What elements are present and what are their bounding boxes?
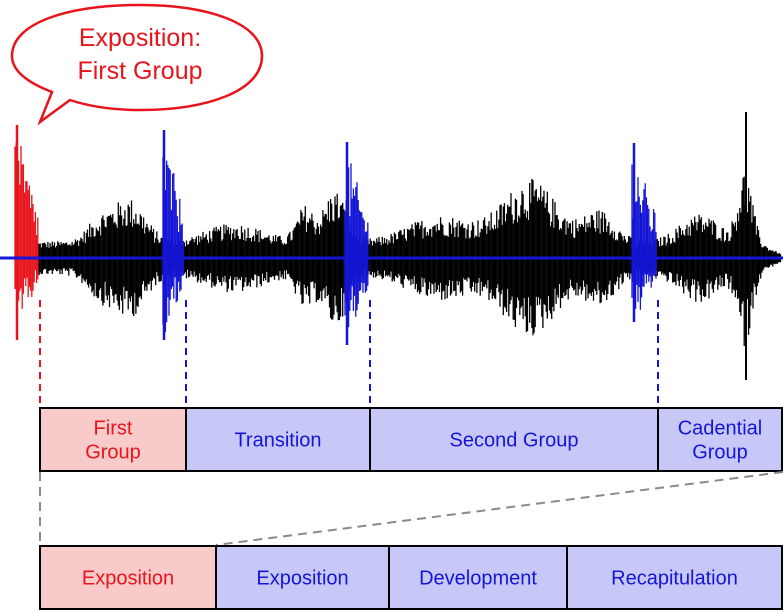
form-section-label: Exposition (256, 568, 348, 590)
speech-bubble-line1: Exposition: (79, 24, 201, 52)
section-label: Cadential (678, 418, 763, 440)
section-box-rect (39, 407, 187, 472)
form-section-label: Exposition (82, 568, 174, 590)
speech-bubble: Exposition: First Group (10, 3, 264, 126)
zoom-connectors (39, 471, 783, 546)
first-group-burst (14, 142, 39, 314)
section-box: Transition (185, 407, 371, 472)
section-box-rect (185, 407, 371, 472)
speech-bubble-line2: First Group (77, 57, 202, 85)
cadential-group-burst (631, 164, 657, 310)
form-section-label: Recapitulation (611, 568, 738, 590)
form-section-box: Development (388, 545, 568, 610)
section-box: Second Group (369, 407, 659, 472)
section-label: Transition (234, 430, 321, 452)
second-group-burst (344, 163, 369, 332)
form-section-box: Exposition (215, 545, 390, 610)
transition-burst (162, 156, 185, 332)
form-section-box: Exposition (39, 545, 217, 610)
form-section-label: Development (419, 568, 537, 590)
form-section-box: Recapitulation (566, 545, 783, 610)
waveform-body (37, 176, 782, 347)
boundary-markers (39, 300, 659, 405)
section-label: Second Group (450, 430, 579, 452)
audio-waveform (14, 112, 782, 380)
section-label: Group (692, 442, 748, 464)
form-section-box-rect (39, 545, 217, 610)
form-row: Exposition Exposition Development Recapitul… (39, 545, 783, 610)
form-section-box-rect (566, 545, 783, 610)
section-box-rect (369, 407, 659, 472)
zoom-connector-right (215, 471, 783, 546)
speech-bubble-shape (10, 3, 264, 126)
section-label: First (94, 418, 133, 440)
section-label: Group (85, 442, 141, 464)
section-box-rect (657, 407, 783, 472)
